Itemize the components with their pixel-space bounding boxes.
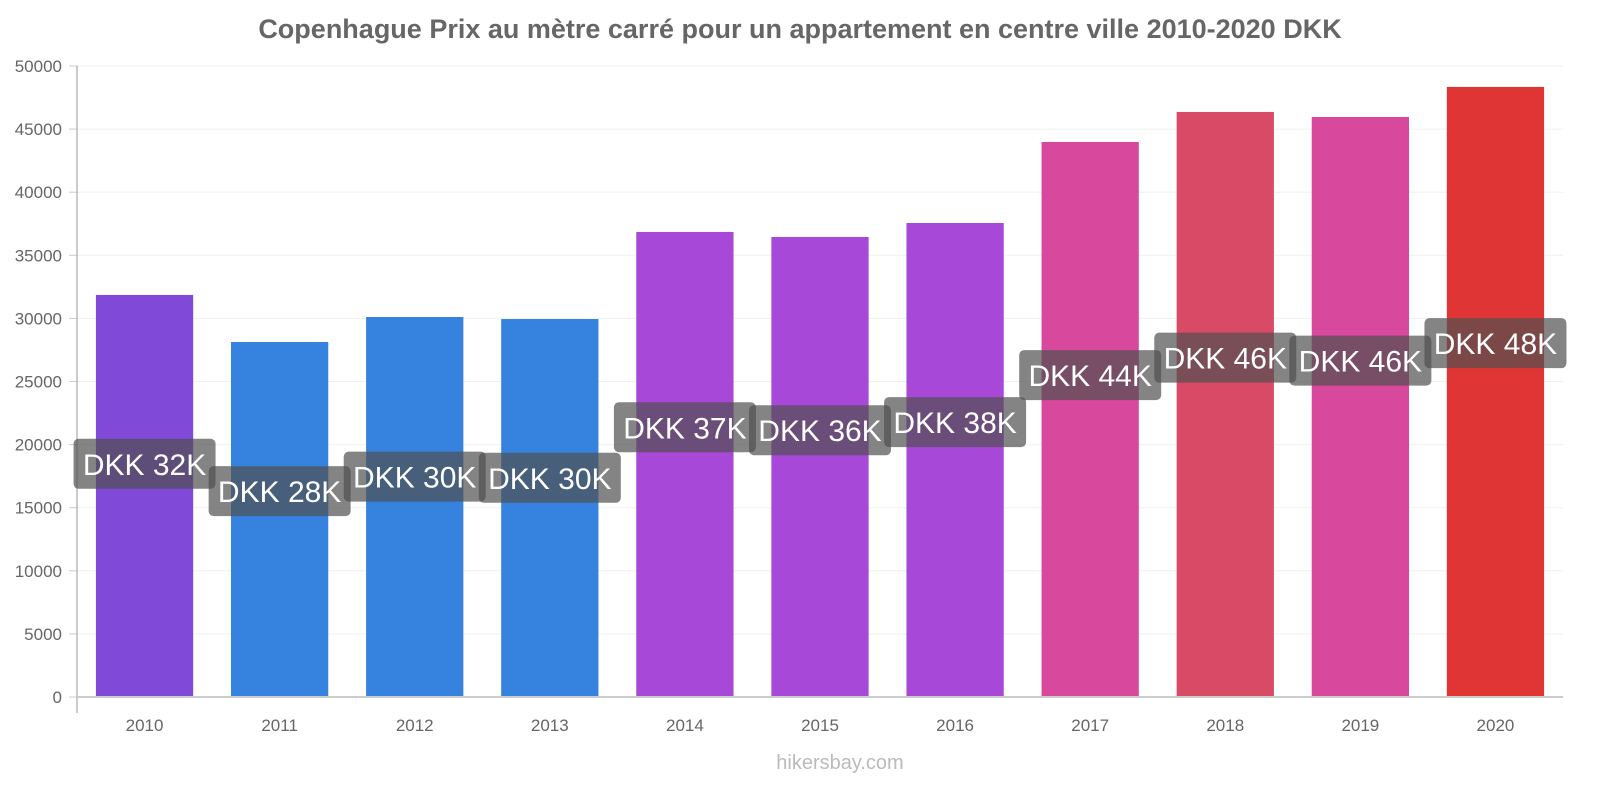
bar xyxy=(1311,116,1409,697)
bar xyxy=(636,231,734,697)
data-label-box xyxy=(1019,350,1162,401)
bar xyxy=(1446,86,1545,697)
bar xyxy=(95,294,194,697)
data-label-box xyxy=(73,438,216,489)
x-tick-label: 2012 xyxy=(396,716,434,735)
bar xyxy=(771,237,869,697)
data-label: DKK 36K xyxy=(758,415,881,448)
x-axis: 2010 2011 2012 2013 2014 2015 2016 2017 2018 2019… xyxy=(77,696,1563,735)
y-tick-label: 50000 xyxy=(15,57,62,76)
y-tick-label: 20000 xyxy=(15,436,62,455)
x-tick-label: 2016 xyxy=(936,716,974,735)
data-label: DKK 38K xyxy=(893,407,1016,440)
bar xyxy=(231,341,329,697)
data-label: DKK 48K xyxy=(1434,328,1557,361)
data-label-box xyxy=(749,405,891,456)
y-tick-label: 15000 xyxy=(15,499,62,518)
x-tick-label: 2015 xyxy=(801,716,839,735)
bars xyxy=(95,86,1545,698)
x-tick-label: 2013 xyxy=(531,716,569,735)
y-tick-label: 25000 xyxy=(15,373,62,392)
x-tick-label: 2018 xyxy=(1206,716,1244,735)
y-tick-label: 10000 xyxy=(15,562,62,581)
x-tick-label: 2010 xyxy=(126,716,164,735)
data-label-box xyxy=(884,397,1027,448)
data-label-box xyxy=(613,402,756,453)
x-tick-label: 2011 xyxy=(261,716,298,735)
data-label-box xyxy=(1289,335,1432,386)
y-tick-label: 0 xyxy=(53,688,62,707)
data-label: DKK 46K xyxy=(1299,346,1422,379)
bar xyxy=(1176,111,1274,698)
data-label-box xyxy=(1424,318,1567,369)
data-label-box xyxy=(208,466,351,517)
bar xyxy=(366,317,464,697)
data-label: DKK 44K xyxy=(1028,360,1151,393)
y-tick-label: 40000 xyxy=(15,183,62,202)
data-label: DKK 30K xyxy=(488,463,611,496)
data-label: DKK 32K xyxy=(83,449,206,482)
x-tick-label: 2020 xyxy=(1477,716,1515,735)
data-label-box xyxy=(343,451,486,502)
data-label: DKK 30K xyxy=(353,462,476,495)
y-tick-label: 5000 xyxy=(24,625,62,644)
data-label: DKK 46K xyxy=(1164,343,1287,376)
x-tick-label: 2017 xyxy=(1071,716,1109,735)
watermark: hikersbay.com xyxy=(776,752,904,774)
data-label-box xyxy=(1154,332,1297,383)
x-tick-label: 2014 xyxy=(666,716,704,735)
data-label-box xyxy=(478,452,621,503)
data-label: DKK 28K xyxy=(218,476,341,509)
bar xyxy=(1041,141,1139,697)
data-label: DKK 37K xyxy=(623,412,746,445)
chart-title: Copenhague Prix au mètre carré pour un a… xyxy=(258,14,1342,44)
data-labels: DKK 32K DKK 28K DKK 30K DKK 30K DKK 37K DKK 3… xyxy=(73,318,1567,517)
bar xyxy=(501,319,599,697)
bar xyxy=(906,222,1004,697)
y-tick-label: 35000 xyxy=(15,246,62,265)
y-tick-label: 45000 xyxy=(15,120,62,139)
x-tick-label: 2019 xyxy=(1341,716,1379,735)
y-tick-label: 30000 xyxy=(15,309,62,328)
y-axis: 0 5000 10000 15000 20000 25000 30000 35000 40000… xyxy=(15,57,78,713)
